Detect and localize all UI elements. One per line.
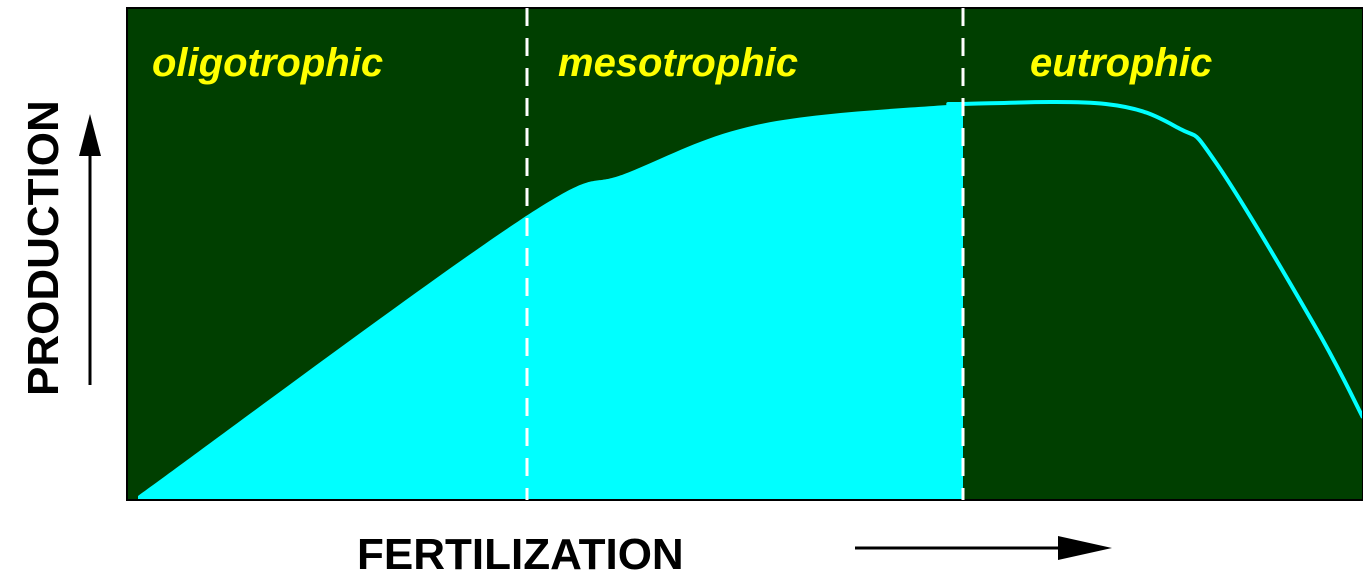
x-axis-label: FERTILIZATION bbox=[357, 530, 684, 574]
y-axis-arrow-icon bbox=[79, 114, 101, 385]
zone-label-oligotrophic: oligotrophic bbox=[152, 41, 383, 85]
plot-frame bbox=[126, 7, 1363, 501]
zone-label-mesotrophic: mesotrophic bbox=[558, 41, 798, 85]
zone-label-eutrophic: eutrophic bbox=[1030, 41, 1212, 85]
production-curve bbox=[946, 100, 1363, 419]
y-axis-label: PRODUCTION bbox=[19, 100, 68, 396]
production-area bbox=[138, 102, 976, 500]
x-axis-arrow-icon bbox=[855, 536, 1112, 560]
